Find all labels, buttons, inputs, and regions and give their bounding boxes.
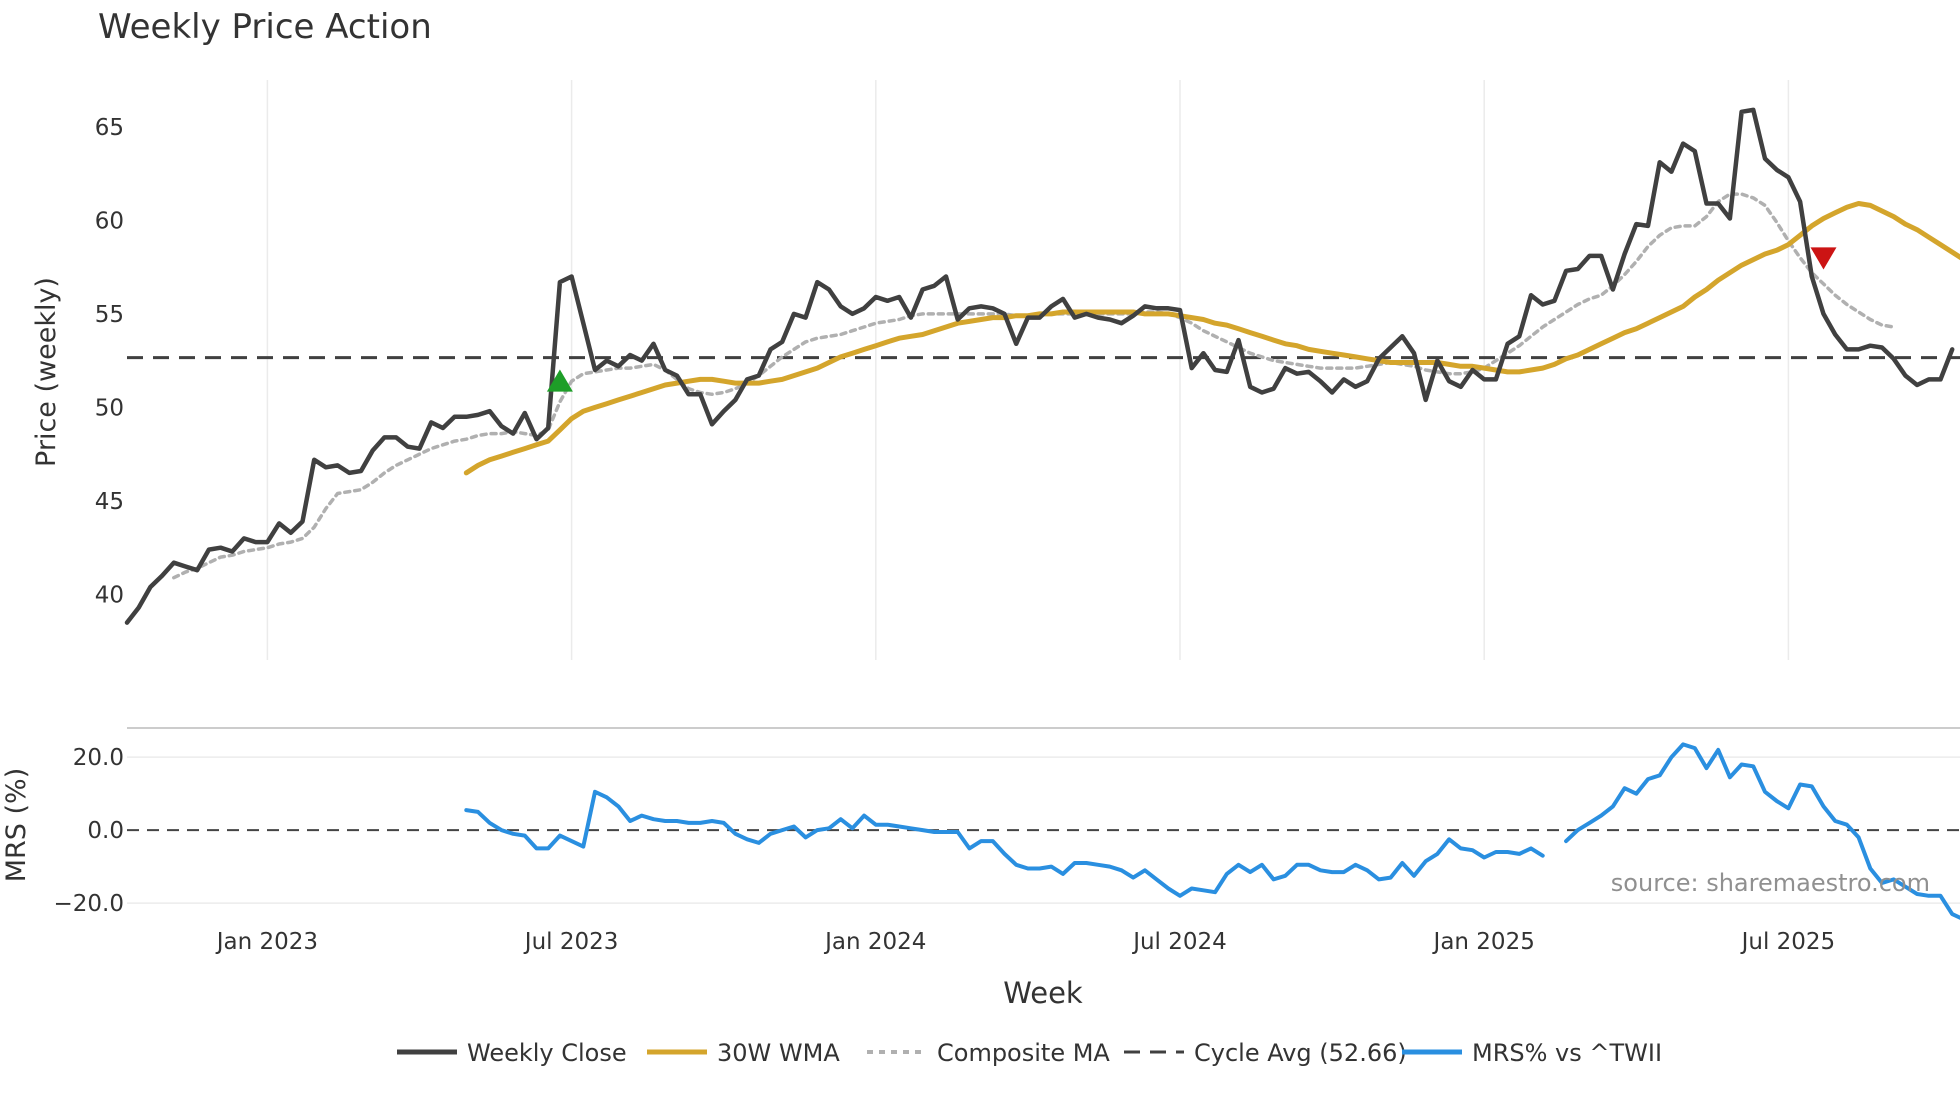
mrs-gridlines [127,756,1960,904]
legend-label: 30W WMA [717,1039,840,1067]
mrs-y-axis-label: MRS (%) [1,768,32,883]
legend-label: Cycle Avg (52.66) [1194,1039,1407,1067]
price-y-tick-label: 40 [95,583,124,609]
sell-signal-marker [1810,247,1837,270]
composite-ma-line [172,192,1896,580]
legend-label: Weekly Close [467,1039,627,1067]
mrs-y-tick-label: −20.0 [54,891,124,917]
series-layer [124,107,1960,920]
price-y-axis-label: Price (weekly) [31,277,62,467]
source-annotation: source: sharemaestro.com [1611,869,1930,897]
price-y-tick-label: 60 [95,208,124,234]
signal-markers [546,247,1837,392]
mrs-y-axis-ticks: 20.0 0.0 −20.0 [54,745,124,917]
x-axis-ticks: Jan 2023 Jul 2023 Jan 2024 Jul 2024 Jan 2025… [215,929,1835,955]
30w-wma-line [463,201,1960,476]
price-gridlines [266,80,1790,660]
price-y-tick-label: 45 [95,489,124,515]
price-y-tick-label: 50 [95,395,124,421]
legend-label: MRS% vs ^TWII [1472,1039,1662,1067]
price-y-tick-label: 55 [95,302,124,328]
mrs-y-tick-label: 0.0 [87,818,124,844]
x-tick-label: Jan 2024 [823,929,926,955]
buy-signal-marker [546,369,573,392]
mrs-vs-twii-line [464,742,1960,920]
price-y-axis-ticks: 40 45 50 55 60 65 [95,115,124,609]
price-y-tick-label: 65 [95,115,124,141]
x-tick-label: Jul 2024 [1131,929,1227,955]
x-tick-label: Jan 2025 [1432,929,1535,955]
x-tick-label: Jul 2023 [523,929,619,955]
weekly-close-line [124,107,1955,625]
legend: Weekly Close 30W WMA Composite MA Cycle Avg… [397,1039,1662,1067]
x-tick-label: Jul 2025 [1740,929,1836,955]
mrs-y-tick-label: 20.0 [73,745,124,771]
legend-label: Composite MA [937,1039,1110,1067]
chart-title: Weekly Price Action [98,7,432,47]
x-axis-label: Week [1003,976,1083,1010]
x-tick-label: Jan 2023 [215,929,318,955]
